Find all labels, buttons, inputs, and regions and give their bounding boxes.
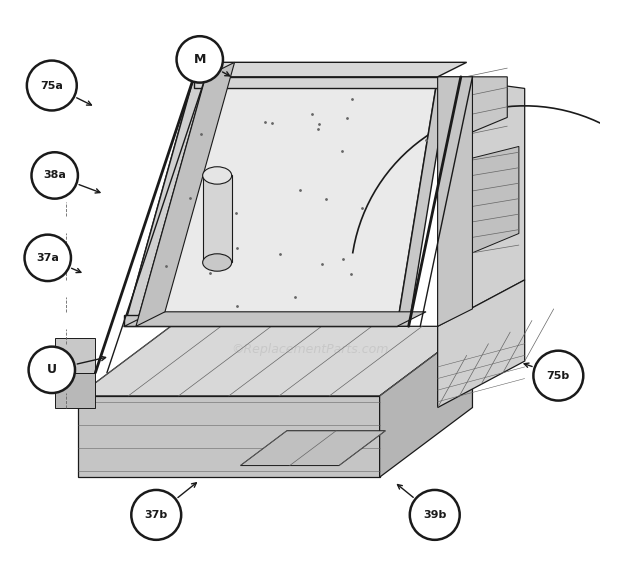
Polygon shape [438, 77, 507, 146]
Polygon shape [438, 77, 472, 326]
Circle shape [25, 234, 71, 281]
Ellipse shape [203, 254, 232, 271]
Polygon shape [194, 77, 438, 89]
Text: 38a: 38a [43, 170, 66, 181]
Polygon shape [450, 146, 519, 262]
Polygon shape [194, 62, 467, 77]
Circle shape [177, 36, 223, 83]
Circle shape [410, 490, 459, 540]
Circle shape [27, 61, 77, 110]
Circle shape [131, 490, 181, 540]
Polygon shape [55, 338, 95, 373]
Polygon shape [125, 312, 426, 326]
Text: 75b: 75b [547, 371, 570, 381]
Circle shape [32, 152, 78, 199]
Text: M: M [193, 53, 206, 66]
Text: U: U [46, 363, 57, 377]
Text: 37b: 37b [144, 510, 168, 520]
Polygon shape [55, 373, 95, 408]
Polygon shape [125, 77, 206, 326]
Text: ©ReplacementParts.com: ©ReplacementParts.com [231, 343, 389, 356]
Text: 37a: 37a [37, 253, 59, 263]
Polygon shape [78, 326, 472, 396]
Polygon shape [438, 77, 525, 326]
Circle shape [533, 351, 583, 401]
Text: 75a: 75a [40, 80, 63, 90]
Polygon shape [241, 431, 386, 466]
Polygon shape [379, 326, 472, 477]
Polygon shape [125, 315, 397, 326]
Ellipse shape [203, 167, 232, 184]
Polygon shape [125, 77, 438, 326]
Polygon shape [78, 396, 379, 477]
Text: 39b: 39b [423, 510, 446, 520]
Polygon shape [203, 175, 232, 262]
Polygon shape [438, 280, 525, 408]
Circle shape [29, 347, 75, 393]
Polygon shape [397, 77, 450, 326]
Polygon shape [136, 62, 234, 326]
